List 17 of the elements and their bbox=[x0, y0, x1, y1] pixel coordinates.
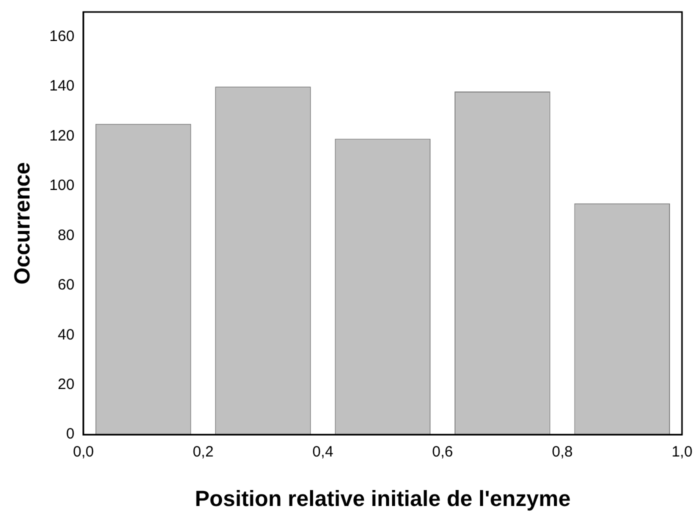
y-tick-label: 60 bbox=[58, 276, 74, 294]
y-tick-label: 0 bbox=[66, 426, 74, 443]
x-tick-label: 0,8 bbox=[552, 444, 573, 461]
x-tick-label: 0,2 bbox=[192, 444, 214, 461]
y-tick-label: 40 bbox=[58, 326, 74, 344]
x-tick-label: 0,0 bbox=[72, 444, 94, 461]
y-tick-label: 100 bbox=[49, 177, 74, 194]
y-tick-label: 80 bbox=[58, 226, 74, 244]
y-tick-label: 140 bbox=[49, 78, 74, 95]
y-axis-title: Occurrence bbox=[9, 162, 34, 284]
x-tick-label: 0,6 bbox=[432, 444, 453, 461]
x-axis-title: Position relative initiale de l'enzyme bbox=[194, 486, 571, 511]
y-tick-label: 160 bbox=[49, 28, 74, 45]
x-tick-label: 1,0 bbox=[672, 444, 692, 461]
y-tick-label: 120 bbox=[49, 127, 74, 144]
y-tick-label: 20 bbox=[58, 376, 74, 394]
x-tick-label: 0,4 bbox=[312, 444, 334, 461]
